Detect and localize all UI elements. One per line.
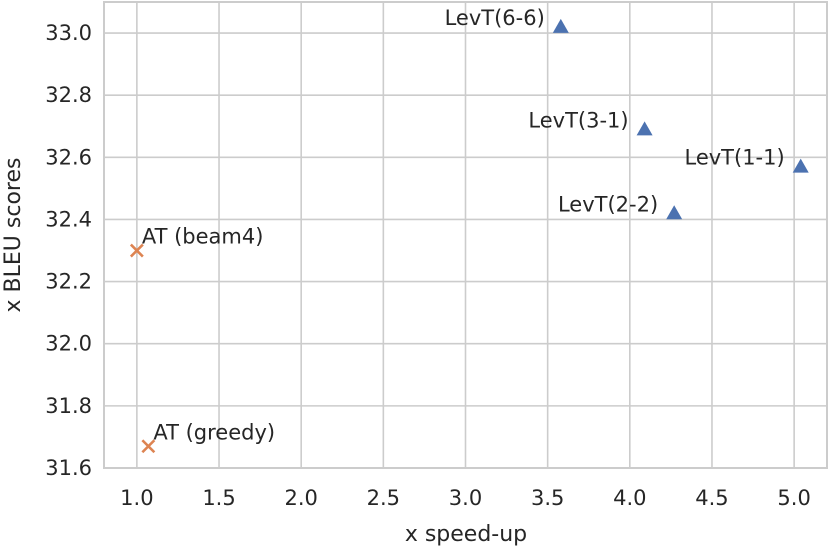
y-tick-label: 32.8 (45, 83, 92, 107)
point-label: LevT(2-2) (558, 192, 658, 216)
x-tick-label: 4.0 (613, 486, 646, 510)
x-marker (141, 439, 156, 454)
x-stroke (129, 243, 144, 258)
y-tick-label: 32.4 (45, 207, 92, 231)
triangle-shape (552, 18, 569, 33)
y-axis-label: x BLEU scores (1, 158, 26, 313)
point-label: LevT(6-6) (445, 6, 545, 30)
x-tick-label: 5.0 (777, 486, 810, 510)
x-tick-label: 3.0 (449, 486, 482, 510)
tick-layer: 1.0 1.5 2.0 2.5 3.0 3.5 4.0 4.5 5.0 31.6 31.8 32.0 3… (45, 21, 811, 510)
y-tick-label: 31.8 (45, 394, 92, 418)
point-label: AT (greedy) (153, 420, 275, 444)
y-tick-label: 32.0 (45, 332, 92, 356)
plot-frame (103, 1, 828, 469)
x-marker (129, 243, 144, 258)
x-tick-label: 1.5 (202, 486, 235, 510)
triangle-marker (666, 205, 683, 220)
y-tick-label: 33.0 (45, 21, 92, 45)
triangle-shape (666, 205, 683, 220)
point-label: LevT(1-1) (685, 146, 785, 170)
triangle-marker (636, 121, 653, 136)
y-tick-label: 32.2 (45, 270, 92, 294)
x-tick-label: 2.5 (367, 486, 400, 510)
x-tick-label: 3.5 (531, 486, 564, 510)
triangle-shape (792, 158, 809, 173)
y-tick-label: 32.6 (45, 145, 92, 169)
triangle-marker (552, 18, 569, 33)
triangle-marker (792, 158, 809, 173)
y-tick-label: 31.6 (45, 456, 92, 480)
x-tick-label: 4.5 (695, 486, 728, 510)
x-stroke (141, 439, 156, 454)
x-tick-label: 2.0 (284, 486, 317, 510)
triangle-shape (636, 121, 653, 136)
point-layer: LevT(6-6) LevT(3-1) LevT(1-1) LevT(2-2) AT (… (129, 6, 809, 454)
grid-layer (104, 2, 827, 469)
x-axis-label: x speed-up (405, 522, 527, 547)
point-label: LevT(3-1) (528, 108, 628, 132)
x-tick-label: 1.0 (120, 486, 153, 510)
point-label: AT (beam4) (142, 225, 264, 249)
